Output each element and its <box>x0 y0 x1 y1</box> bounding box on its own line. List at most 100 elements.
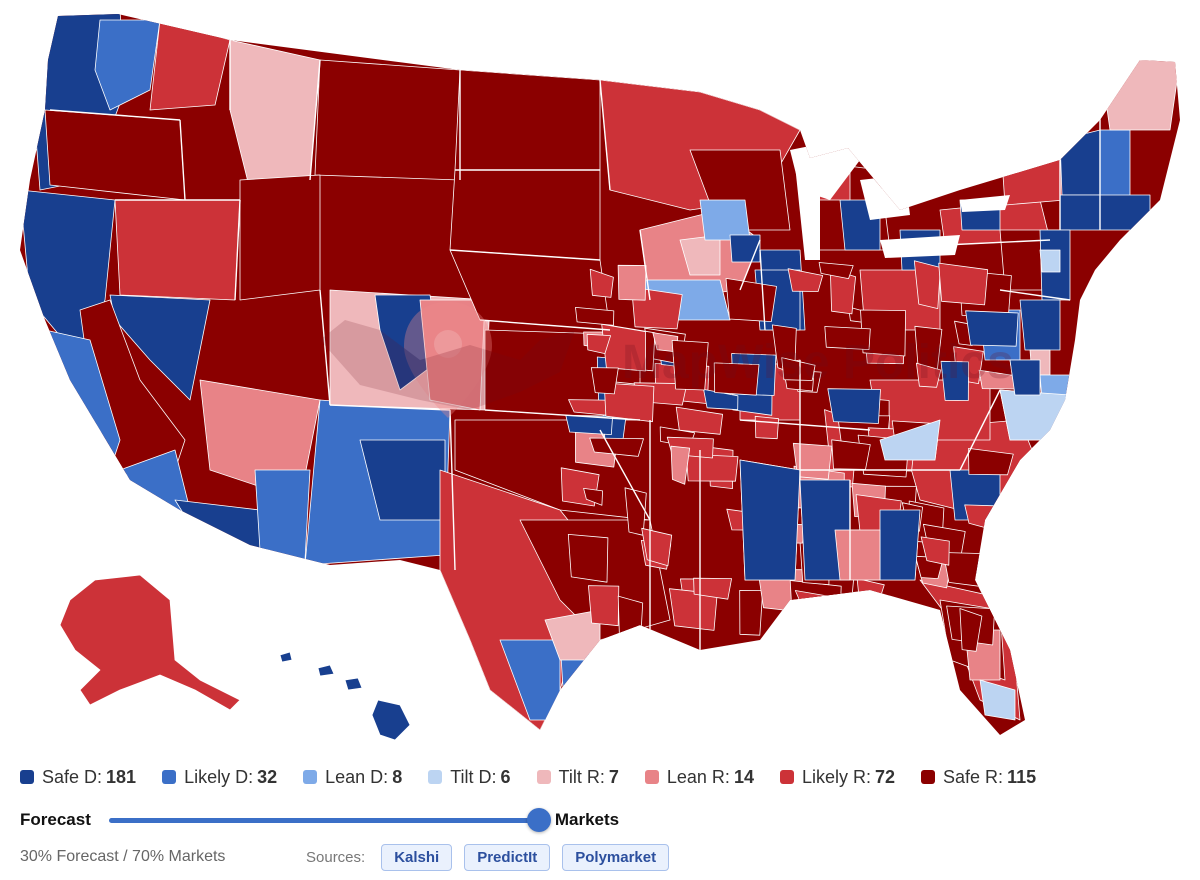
district[interactable] <box>693 577 732 600</box>
district[interactable] <box>791 600 840 641</box>
district[interactable] <box>974 556 1015 577</box>
district[interactable] <box>703 388 739 411</box>
district[interactable] <box>617 264 647 301</box>
district[interactable] <box>920 536 950 566</box>
hawaii-island-maui[interactable] <box>344 677 363 691</box>
wisconsin-madison-district[interactable] <box>699 199 751 241</box>
arizona-south-district[interactable] <box>254 469 311 561</box>
south-dakota-district[interactable] <box>449 169 601 261</box>
district[interactable] <box>589 437 644 457</box>
district[interactable] <box>739 590 764 636</box>
legend-count: 181 <box>106 766 137 787</box>
slider-track[interactable] <box>108 818 539 823</box>
vermont-district[interactable] <box>1059 129 1101 196</box>
district[interactable] <box>913 260 941 310</box>
district[interactable] <box>824 326 871 351</box>
district[interactable] <box>670 445 691 485</box>
district[interactable] <box>831 439 871 470</box>
district[interactable] <box>965 310 1019 347</box>
district[interactable] <box>959 608 983 652</box>
hawaii-island-big[interactable] <box>371 699 411 741</box>
district[interactable] <box>942 552 994 588</box>
state-border <box>49 109 181 121</box>
district[interactable] <box>617 595 644 646</box>
district[interactable] <box>589 268 614 298</box>
district[interactable] <box>725 277 777 323</box>
district[interactable] <box>808 602 836 642</box>
district[interactable] <box>588 585 620 627</box>
district-map[interactable]: MapWise Politics <box>0 0 1200 750</box>
district[interactable] <box>940 360 969 401</box>
district[interactable] <box>787 268 824 292</box>
district[interactable] <box>590 367 619 395</box>
district[interactable] <box>603 382 655 423</box>
legend-item-safe-r: Safe R: 115 <box>921 767 1036 788</box>
lower-48-districts <box>20 14 1180 735</box>
district[interactable] <box>754 415 779 440</box>
alabama-east-district-top[interactable] <box>834 529 881 581</box>
district[interactable] <box>675 406 723 435</box>
legend-item-tilt-r: Tilt R: 7 <box>536 766 619 788</box>
hawaii-island-kauai[interactable] <box>279 651 293 663</box>
florida-south-district[interactable] <box>979 679 1016 721</box>
new-england-south-district[interactable] <box>1059 194 1151 231</box>
forecast-markets-slider[interactable] <box>108 806 551 834</box>
richmond-district-top[interactable] <box>1009 359 1041 396</box>
footer-row: 30% Forecast / 70% Markets Sources: Kals… <box>20 842 1180 872</box>
legend-item-lean-d: Lean D: 8 <box>303 767 402 788</box>
state-border <box>484 409 641 421</box>
state-border <box>999 289 1071 301</box>
georgia-district-top[interactable] <box>879 509 921 581</box>
nevada-district[interactable] <box>114 199 241 301</box>
watermark-logo <box>320 302 575 418</box>
alaska-district[interactable] <box>59 574 241 711</box>
virginia-district-top[interactable] <box>999 389 1071 441</box>
district[interactable] <box>916 362 942 388</box>
state-border <box>944 239 1051 246</box>
legend-swatch <box>779 770 794 784</box>
utah-district[interactable] <box>239 174 321 301</box>
state-border <box>959 389 1001 471</box>
legend-count: 7 <box>608 766 619 787</box>
district[interactable] <box>583 487 603 506</box>
maryland-district[interactable] <box>1019 299 1061 351</box>
north-dakota-district[interactable] <box>454 69 601 171</box>
source-predictit-button[interactable]: PredictIt <box>464 843 551 871</box>
montana-district[interactable] <box>314 59 461 181</box>
district[interactable] <box>713 362 760 396</box>
slider-thumb[interactable] <box>526 808 551 832</box>
district[interactable] <box>565 414 613 436</box>
colorado-east-district[interactable] <box>419 299 486 411</box>
source-kalshi-button[interactable]: Kalshi <box>381 843 453 871</box>
legend-count: 8 <box>392 766 403 787</box>
district[interactable] <box>567 534 609 583</box>
district[interactable] <box>789 580 842 630</box>
state-border <box>179 119 186 201</box>
state-border <box>739 419 871 431</box>
district[interactable] <box>818 262 854 280</box>
new-york-north-district[interactable] <box>999 119 1066 206</box>
hawaii-island-oahu[interactable] <box>317 664 335 677</box>
us-house-map-svg[interactable]: MapWise Politics <box>0 0 1200 750</box>
mississippi-delta-district-top[interactable] <box>739 459 801 581</box>
maine-district[interactable] <box>1099 59 1180 131</box>
milwaukee-district[interactable] <box>729 234 761 263</box>
state-border <box>759 249 766 331</box>
legend-count: 32 <box>257 766 278 787</box>
district[interactable] <box>968 447 1014 476</box>
source-polymarket-button[interactable]: Polymarket <box>562 843 670 871</box>
legend-label: Safe R: <box>943 766 1004 787</box>
district[interactable] <box>781 357 816 381</box>
district[interactable] <box>575 306 615 326</box>
district[interactable] <box>671 339 709 391</box>
legend-count: 72 <box>875 766 896 787</box>
state-border <box>599 79 611 191</box>
tennessee-district-top[interactable] <box>879 419 941 461</box>
district[interactable] <box>586 333 611 355</box>
oregon-district[interactable] <box>44 109 186 201</box>
new-hampshire-district[interactable] <box>1099 129 1131 201</box>
district[interactable] <box>641 527 673 567</box>
district[interactable] <box>938 262 989 306</box>
district[interactable] <box>827 388 881 424</box>
new-jersey-central-district[interactable] <box>1039 249 1061 273</box>
